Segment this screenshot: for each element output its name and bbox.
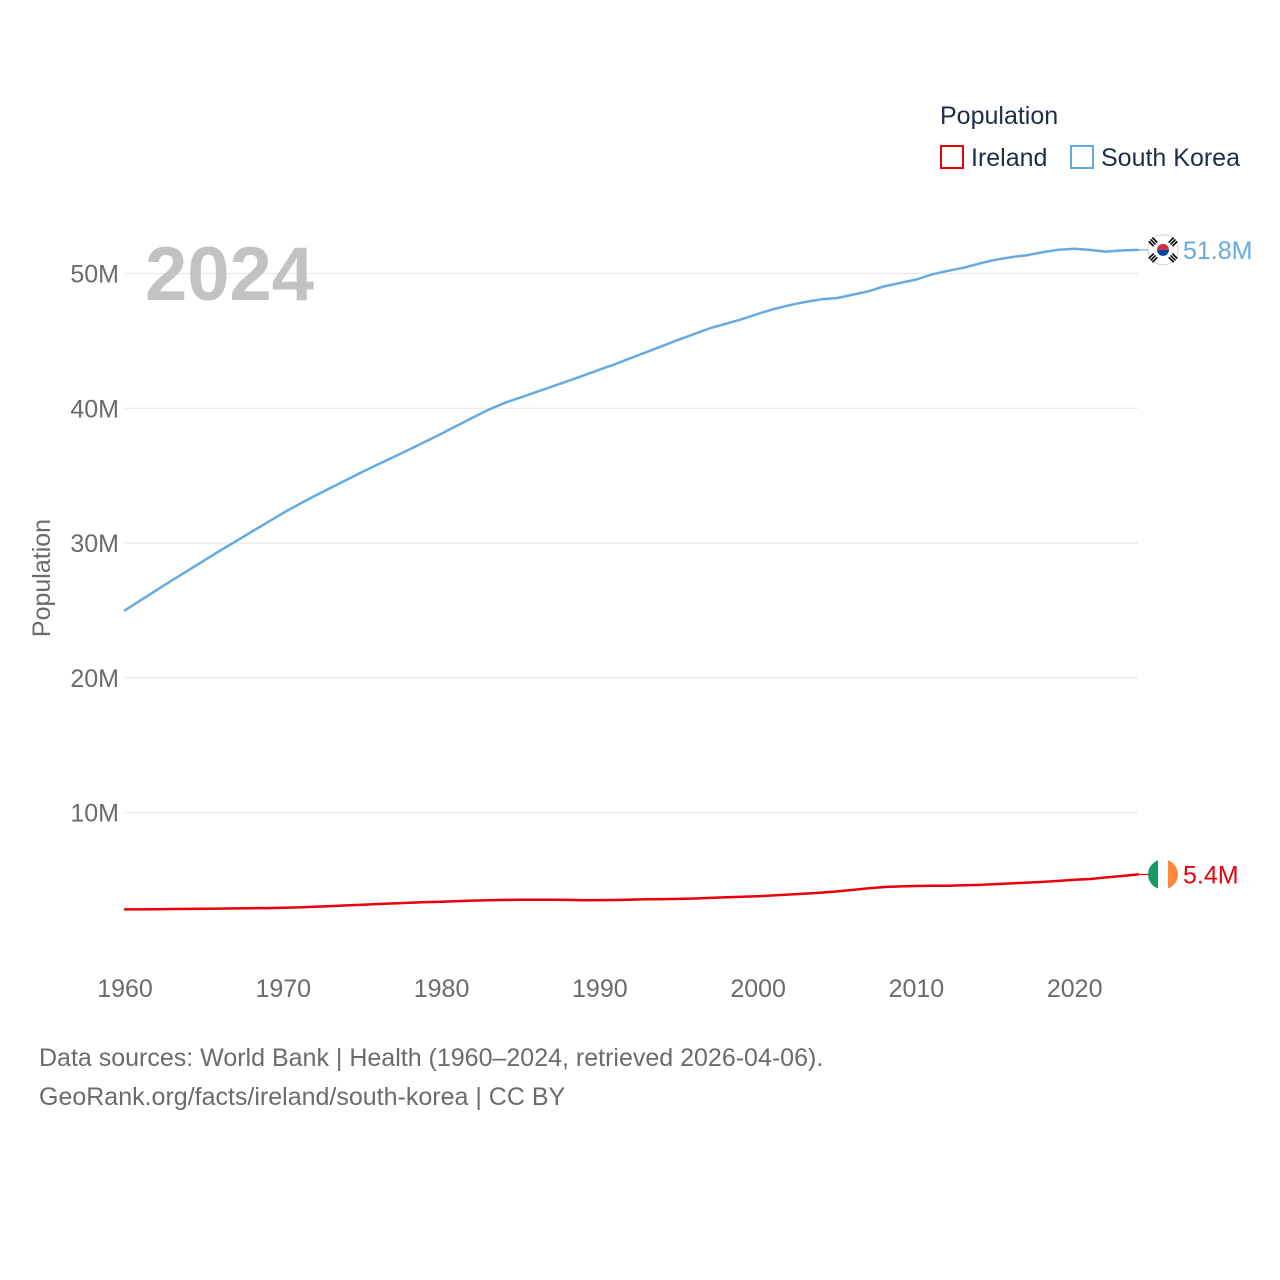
trigram-bar — [1149, 238, 1157, 245]
flag-stripe-green — [1148, 859, 1158, 890]
legend-item-ireland[interactable]: Ireland — [940, 144, 1047, 172]
trigram-bar — [1168, 237, 1175, 244]
trigram-bar — [1151, 256, 1158, 263]
y-tick-label: 20M — [70, 665, 119, 693]
legend-swatch-ireland[interactable] — [940, 145, 964, 169]
trigram-bar — [1169, 254, 1177, 261]
trigram-bar — [1168, 256, 1175, 263]
trigram-bar — [1149, 254, 1157, 261]
trigram-bar — [1171, 253, 1178, 260]
y-tick-label: 10M — [70, 800, 119, 828]
south-korea-end-label: 51.8M — [1183, 237, 1252, 265]
data-sources-note: Data sources: World Bank | Health (1960–… — [39, 1044, 824, 1072]
x-tick-label: 1970 — [255, 975, 311, 1003]
x-axis: 1960 1970 1980 1990 2000 2010 2020 — [97, 975, 1102, 1003]
trigram-bar — [1151, 237, 1158, 244]
legend-label-ireland[interactable]: Ireland — [971, 144, 1047, 172]
flag-stripe-white — [1158, 859, 1168, 890]
south-korea-flag-icon — [1147, 234, 1179, 266]
legend-swatch-south-korea[interactable] — [1070, 145, 1094, 169]
x-tick-label: 1990 — [572, 975, 628, 1003]
taegeuk-upper — [1157, 243, 1169, 250]
year-label: 2024 — [145, 232, 314, 317]
trigram-bar — [1171, 240, 1178, 247]
ireland-flag-icon — [1148, 859, 1178, 890]
ireland-series-line — [123, 873, 1140, 911]
x-tick-label: 2020 — [1047, 975, 1103, 1003]
trigram — [1148, 237, 1158, 247]
trigram-bar — [1169, 238, 1177, 245]
y-tick-label: 50M — [70, 261, 119, 289]
legend-title: Population — [940, 102, 1058, 130]
ireland-end-label: 5.4M — [1183, 861, 1239, 889]
legend-item-south-korea[interactable]: South Korea — [1070, 144, 1240, 172]
y-axis: 10M 20M 30M 40M 50M — [70, 261, 119, 828]
y-tick-label: 40M — [70, 395, 119, 423]
legend-label-south-korea[interactable]: South Korea — [1101, 144, 1240, 172]
legend[interactable]: Population Ireland South Korea — [940, 102, 1240, 172]
trigram — [1168, 237, 1178, 247]
y-tick-label: 30M — [70, 530, 119, 558]
x-tick-label: 2000 — [730, 975, 786, 1003]
source-link[interactable]: GeoRank.org/facts/ireland/south-korea | … — [39, 1083, 566, 1111]
trigram — [1148, 253, 1158, 263]
x-tick-label: 1960 — [97, 975, 153, 1003]
south-korea-series-line — [123, 247, 1140, 612]
gridlines — [125, 272, 1138, 814]
flag-stripes — [1148, 859, 1178, 890]
y-axis-title: Population — [28, 519, 56, 637]
series-end-labels: 51.8M 5.4M — [1138, 234, 1252, 890]
trigram — [1168, 253, 1178, 263]
x-tick-label: 1980 — [414, 975, 470, 1003]
taegeuk-lower — [1157, 249, 1169, 256]
trigram-bar — [1148, 253, 1155, 260]
flag-stripe-orange — [1168, 859, 1178, 890]
trigram-bar — [1148, 240, 1155, 247]
x-tick-label: 2010 — [889, 975, 945, 1003]
series-lines — [123, 247, 1140, 911]
